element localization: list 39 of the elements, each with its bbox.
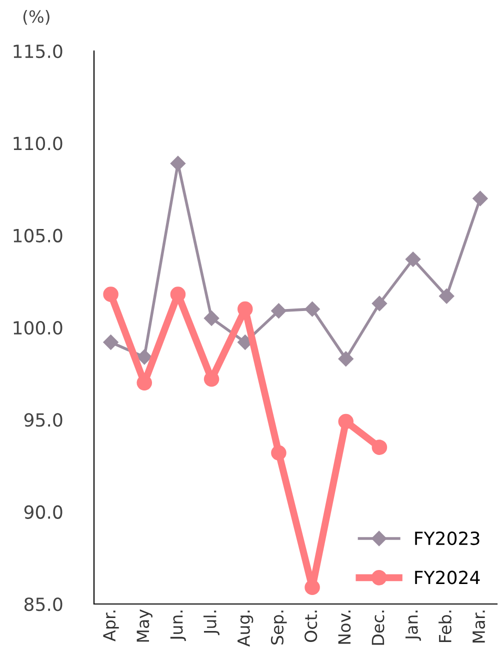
point [271, 303, 286, 318]
point [304, 301, 320, 317]
x-tick-label: Nov. [338, 610, 351, 644]
x-tick-label: Jul. [203, 610, 220, 636]
point [136, 349, 152, 365]
x-tick-label: Sep. [270, 610, 287, 644]
x-tick-label: Jun. [170, 610, 186, 642]
point [237, 301, 253, 317]
y-tick-label: 105.0 [14, 228, 62, 242]
point [103, 334, 118, 350]
x-tick-label: Mar. [472, 610, 486, 642]
x-tick-label: Dec. [372, 610, 384, 645]
x-tick-label: Jan. [405, 610, 421, 641]
x-tick-label: May [136, 609, 152, 642]
legend-label: FY2024 [415, 570, 480, 584]
x-tick-label: Feb. [438, 610, 452, 642]
point [372, 440, 388, 455]
y-tick-label: 100.0 [14, 320, 62, 335]
point [304, 580, 320, 596]
point [338, 351, 354, 366]
point [439, 288, 454, 304]
point [405, 252, 421, 267]
point [170, 156, 186, 172]
x-tick-label: Apr. [103, 610, 119, 642]
point [338, 414, 354, 430]
point [271, 445, 286, 460]
y-tick-label: 85.0 [24, 597, 62, 612]
y-tick-label: 110.0 [14, 136, 62, 150]
y-tick-label: 95.0 [24, 413, 62, 427]
y-tick-label: 115.0 [14, 44, 62, 58]
point [372, 296, 388, 312]
point [103, 286, 118, 302]
point [204, 310, 220, 326]
x-tick-label: Oct. [304, 610, 318, 642]
legend-label: FY2023 [415, 531, 480, 546]
y-tick-label: 90.0 [24, 505, 62, 519]
x-tick-label: Aug. [238, 610, 254, 647]
y-axis-title: (%) [23, 10, 50, 25]
point [472, 190, 488, 206]
